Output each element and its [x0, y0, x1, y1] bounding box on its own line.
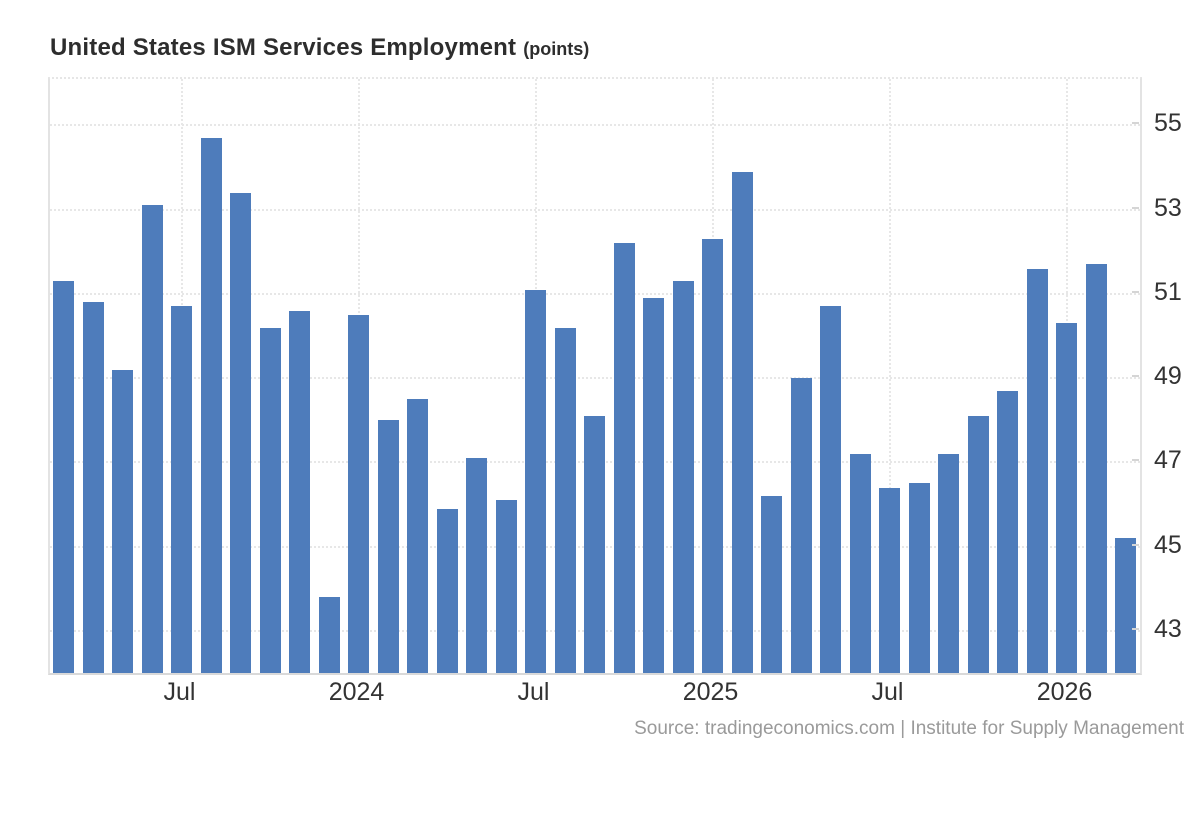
- bar-2023-05[interactable]: [112, 369, 133, 673]
- bar-2025-09[interactable]: [938, 453, 959, 673]
- bar-2023-10[interactable]: [259, 327, 281, 673]
- plot-area: [48, 77, 1142, 675]
- bar-2024-09[interactable]: [584, 416, 605, 673]
- bar-2024-02[interactable]: [377, 420, 399, 673]
- y-axis-tick: [1132, 627, 1139, 630]
- x-axis-label-jul: Jul: [517, 678, 550, 706]
- x-axis-label-2025: 2025: [682, 678, 739, 706]
- bar-2023-07[interactable]: [171, 306, 192, 673]
- x-axis-label-2024: 2024: [328, 678, 385, 706]
- bar-2024-11[interactable]: [643, 298, 664, 673]
- bar-2023-08[interactable]: [200, 137, 222, 673]
- chart-title-unit: (points): [523, 39, 590, 59]
- y-axis-tick: [1132, 206, 1139, 209]
- bar-2023-03[interactable]: [53, 281, 74, 673]
- bar-2023-04[interactable]: [82, 302, 104, 673]
- bar-2023-06[interactable]: [141, 205, 163, 673]
- bar-2025-02[interactable]: [731, 171, 753, 673]
- y-axis-tick: [1132, 375, 1139, 378]
- bar-2023-09[interactable]: [230, 192, 251, 673]
- bar-2025-07[interactable]: [879, 487, 900, 673]
- bar-2024-12[interactable]: [672, 281, 694, 673]
- x-axis-label-2026: 2026: [1036, 678, 1093, 706]
- y-axis-tick: [1132, 543, 1139, 546]
- horizontal-gridline: [50, 377, 1140, 380]
- y-axis-tick: [1132, 459, 1139, 462]
- vertical-gridline: [888, 79, 891, 673]
- bar-2023-11[interactable]: [289, 310, 310, 673]
- bar-2025-04[interactable]: [790, 378, 812, 673]
- y-axis-label-55: 55: [1154, 109, 1182, 138]
- bar-2024-05[interactable]: [466, 458, 487, 673]
- bar-2026-01[interactable]: [1056, 323, 1077, 673]
- y-axis-label-43: 43: [1154, 614, 1182, 643]
- bar-2026-03[interactable]: [1115, 538, 1136, 673]
- y-axis-label-53: 53: [1154, 193, 1182, 222]
- y-axis-label-49: 49: [1154, 362, 1182, 391]
- y-axis-label-45: 45: [1154, 530, 1182, 559]
- source-attribution: Source: tradingeconomics.com | Institute…: [634, 718, 1184, 739]
- bar-2024-06[interactable]: [495, 500, 517, 673]
- horizontal-gridline: [50, 292, 1140, 295]
- bar-2025-05[interactable]: [820, 306, 841, 673]
- x-axis-label-jul: Jul: [871, 678, 904, 706]
- bar-2025-01[interactable]: [702, 239, 723, 673]
- bar-2024-10[interactable]: [613, 243, 635, 673]
- chart-title-text: United States ISM Services Employment: [50, 34, 517, 61]
- bar-2025-12[interactable]: [1026, 268, 1048, 673]
- bar-2025-11[interactable]: [997, 390, 1018, 673]
- y-axis-label-51: 51: [1154, 277, 1182, 306]
- horizontal-gridline: [50, 124, 1140, 127]
- chart-title: United States ISM Services Employment (po…: [50, 34, 589, 62]
- horizontal-gridline: [50, 208, 1140, 211]
- bar-2024-01[interactable]: [348, 314, 369, 673]
- bar-2026-02[interactable]: [1085, 264, 1107, 673]
- y-axis-label-47: 47: [1154, 446, 1182, 475]
- bar-2025-08[interactable]: [908, 483, 930, 673]
- bar-2023-12[interactable]: [318, 597, 340, 673]
- bar-2024-08[interactable]: [554, 327, 576, 673]
- y-axis-tick: [1132, 290, 1139, 293]
- bar-2024-03[interactable]: [407, 399, 428, 673]
- bar-2024-04[interactable]: [436, 508, 458, 673]
- y-axis-tick: [1132, 122, 1139, 125]
- bar-2025-06[interactable]: [849, 453, 871, 673]
- bar-2025-10[interactable]: [967, 416, 989, 673]
- x-axis-label-jul: Jul: [163, 678, 196, 706]
- bar-2025-03[interactable]: [761, 496, 782, 673]
- bar-2024-07[interactable]: [525, 289, 546, 673]
